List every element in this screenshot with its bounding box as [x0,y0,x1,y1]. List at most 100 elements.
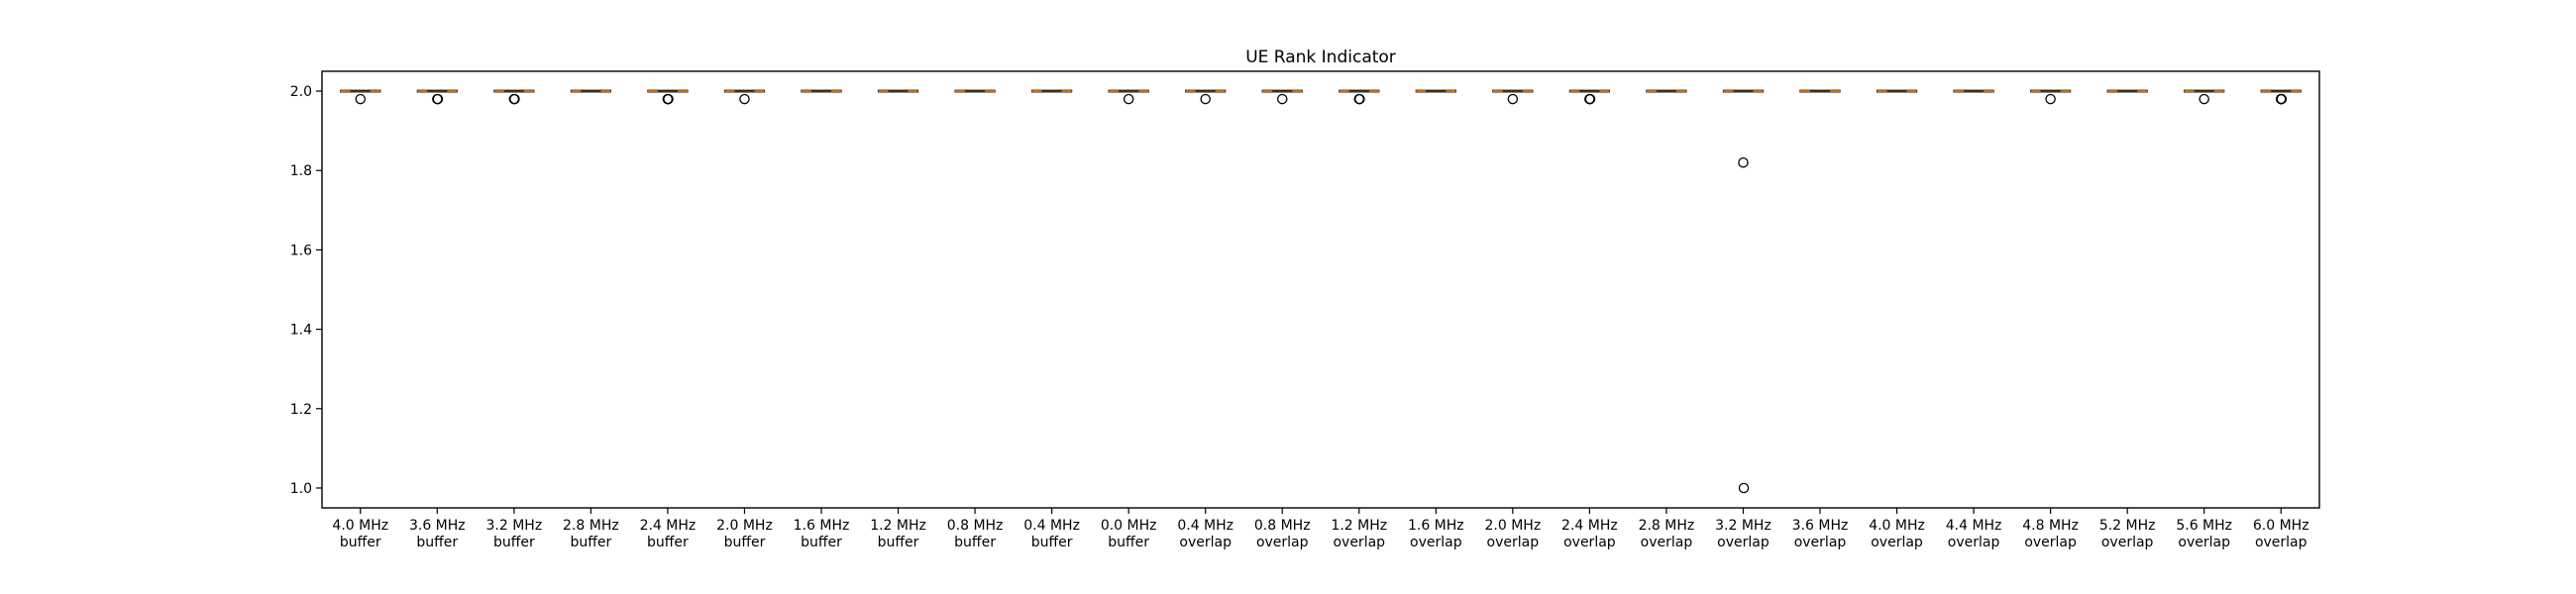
outlier-point [1200,93,1211,105]
x-tick-label-line2: overlap [1794,535,1847,550]
box-8 [877,89,919,93]
outlier-point [1507,93,1519,105]
x-tick-label-line2: overlap [1256,535,1309,550]
x-tick-label-line2: buffer [493,535,535,550]
box-9 [954,89,996,93]
box-2 [416,89,458,93]
y-tick-label: 1.6 [290,243,312,258]
y-tick-label: 1.4 [290,323,312,339]
outlier-point [432,93,444,105]
x-tick-label-line2: buffer [878,535,919,550]
plot-frame [321,70,2320,509]
x-tick-label-line1: 2.8 MHz [1639,518,1695,534]
x-tick-label-line1: 5.6 MHz [2176,518,2232,534]
x-tick-label-line2: overlap [2178,535,2230,550]
x-tick-label-line2: overlap [2255,535,2308,550]
box-25 [2184,89,2225,93]
x-tick-label-line1: 1.2 MHz [870,518,926,534]
box-23 [2030,89,2072,93]
x-tick-label-line2: overlap [2024,535,2077,550]
x-tick-label-line2: buffer [1031,535,1073,550]
outlier-point [1738,482,1750,494]
box-26 [2260,89,2302,93]
x-tick-label-line2: buffer [954,535,996,550]
outlier-point [1123,93,1134,105]
x-tick-label-line2: overlap [1871,535,1923,550]
box-7 [801,89,842,93]
outlier-point [2199,93,2209,105]
box-20 [1799,89,1841,93]
outlier-point [1354,93,1365,105]
outlier-point [1738,156,1749,168]
x-tick-label-line2: overlap [1641,535,1693,550]
x-tick-label-line1: 3.6 MHz [1792,518,1849,534]
x-tick-label-line1: 2.4 MHz [640,518,697,534]
x-tick-label-line2: overlap [1179,535,1232,550]
x-tick-label-line1: 5.2 MHz [2099,518,2156,534]
outlier-point [1276,93,1288,105]
x-tick-label-line1: 0.4 MHz [1177,518,1234,534]
x-tick-label-line2: buffer [724,535,766,550]
box-16 [1492,89,1534,93]
x-tick-label-line1: 2.0 MHz [1485,518,1542,534]
outlier-point [2045,93,2056,105]
x-tick-label-line1: 3.2 MHz [1715,518,1771,534]
x-tick-label-line1: 0.4 MHz [1023,518,1080,534]
x-tick-label-line1: 2.4 MHz [1561,518,1618,534]
box-21 [1876,89,1918,93]
box-11 [1108,89,1149,93]
boxes-layer [340,89,2302,93]
box-15 [1415,89,1456,93]
x-tick-label-line2: buffer [801,535,842,550]
x-tick-label-line1: 4.4 MHz [1946,518,2002,534]
x-tick-label-line1: 3.6 MHz [409,518,466,534]
chart-title: UE Rank Indicator [1245,48,1396,67]
x-tick-label-line2: overlap [1410,535,1462,550]
x-tick-label-line1: 4.8 MHz [2022,518,2079,534]
x-tick-label-line1: 4.0 MHz [332,518,388,534]
outlier-point [2275,93,2287,105]
x-tick-label-line2: overlap [1563,535,1616,550]
y-tick-label: 1.2 [290,402,312,418]
y-tick-label: 2.0 [290,84,312,100]
x-tick-label-line2: buffer [416,535,458,550]
box-24 [2106,89,2148,93]
box-19 [1722,89,1765,93]
x-tick-label-line1: 4.0 MHz [1869,518,1925,534]
outlier-point [739,93,750,105]
box-12 [1185,89,1227,93]
x-tick-label-line1: 0.0 MHz [1101,518,1157,534]
box-3 [493,89,535,93]
box-22 [1953,89,1994,93]
x-tick-label-line1: 0.8 MHz [947,518,1004,534]
x-tick-label-line1: 2.0 MHz [716,518,773,534]
x-tick-label-line2: buffer [340,535,381,550]
outliers-layer [355,93,2288,494]
box-17 [1568,89,1610,93]
x-tick-label-line2: buffer [647,535,689,550]
x-tick-label-line1: 0.8 MHz [1254,518,1311,534]
x-tick-label-line1: 1.6 MHz [1408,518,1464,534]
x-tick-label-line1: 3.2 MHz [486,518,543,534]
x-tick-label-line1: 6.0 MHz [2253,518,2309,534]
box-14 [1339,89,1380,93]
outlier-point [509,93,520,105]
x-tick-label-line1: 2.8 MHz [563,518,619,534]
x-tick-label-line2: buffer [1108,535,1149,550]
box-1 [340,89,381,93]
outlier-point [355,93,367,105]
x-tick-label-line2: overlap [2101,535,2154,550]
y-tick-label: 1.8 [290,163,312,179]
x-tick-label-line1: 1.2 MHz [1331,518,1387,534]
box-13 [1261,89,1303,93]
box-10 [1031,89,1073,93]
box-18 [1646,89,1687,93]
y-tick-label: 1.0 [290,481,312,497]
outlier-point [662,93,674,105]
x-tick-label-line2: overlap [1487,535,1540,550]
x-tick-label-line2: buffer [570,535,611,550]
outlier-point [1584,93,1595,105]
